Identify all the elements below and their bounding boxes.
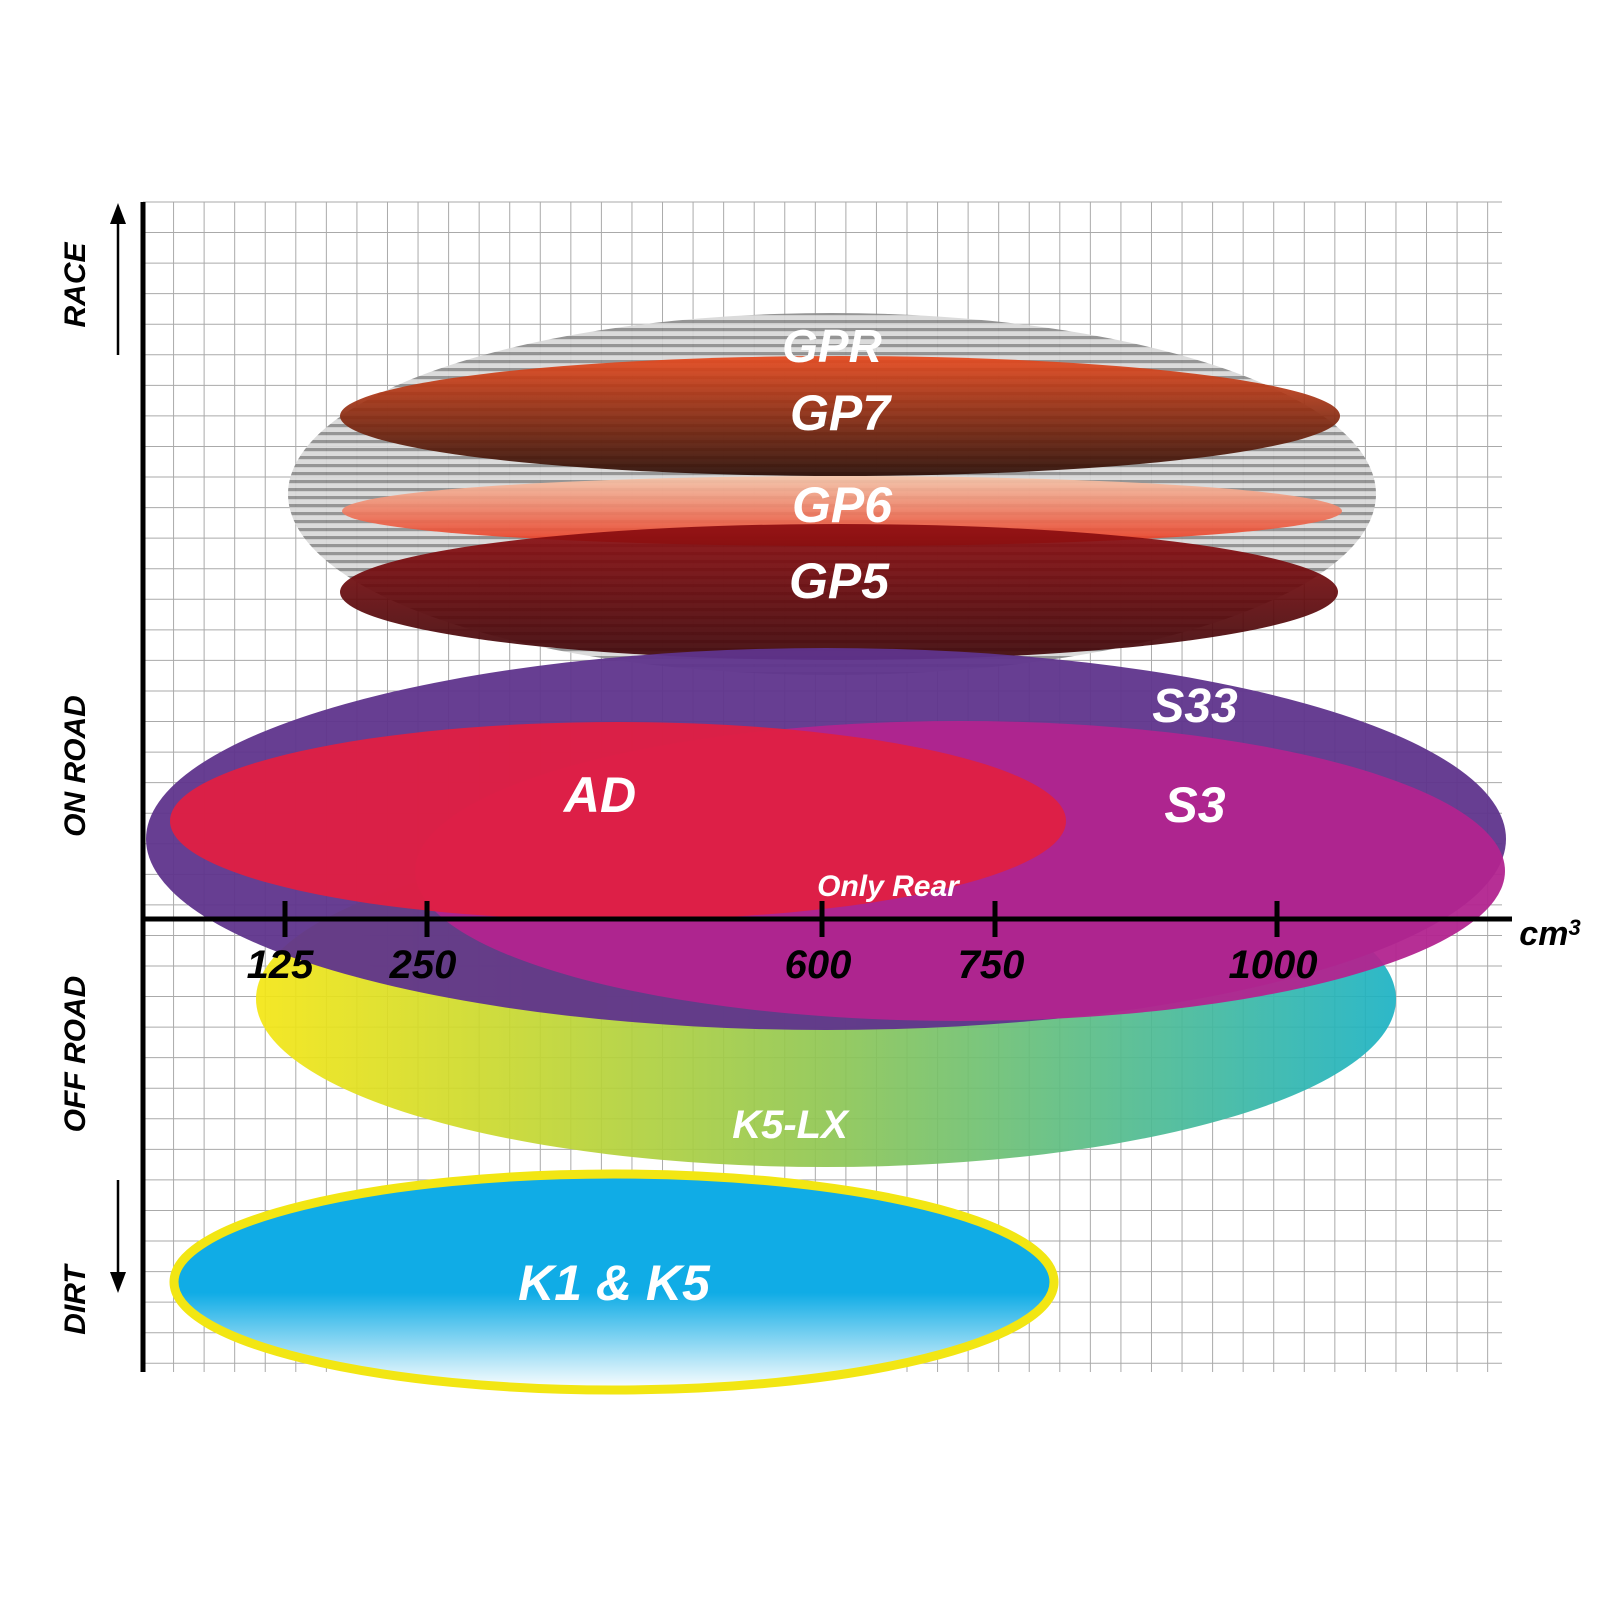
svg-text:K5-LX: K5-LX	[732, 1103, 850, 1147]
svg-text:600: 600	[785, 943, 852, 987]
svg-text:GP6: GP6	[792, 477, 893, 533]
svg-text:S33: S33	[1152, 680, 1238, 733]
svg-text:ON ROAD: ON ROAD	[59, 695, 92, 837]
svg-text:GPR: GPR	[782, 320, 882, 372]
svg-text:125: 125	[247, 943, 314, 987]
svg-text:250: 250	[389, 943, 457, 987]
svg-text:cm3: cm3	[1519, 915, 1580, 953]
svg-text:RACE: RACE	[59, 242, 92, 328]
svg-text:GP7: GP7	[790, 385, 892, 441]
svg-text:GP5: GP5	[789, 553, 890, 609]
svg-text:S3: S3	[1164, 777, 1225, 833]
svg-text:AD: AD	[562, 767, 636, 823]
svg-text:Only Rear: Only Rear	[817, 870, 961, 903]
svg-text:1000: 1000	[1229, 943, 1318, 987]
svg-text:K1 & K5: K1 & K5	[518, 1255, 711, 1311]
svg-text:DIRT: DIRT	[59, 1263, 92, 1335]
svg-text:750: 750	[958, 943, 1025, 987]
svg-text:OFF ROAD: OFF ROAD	[59, 976, 92, 1133]
